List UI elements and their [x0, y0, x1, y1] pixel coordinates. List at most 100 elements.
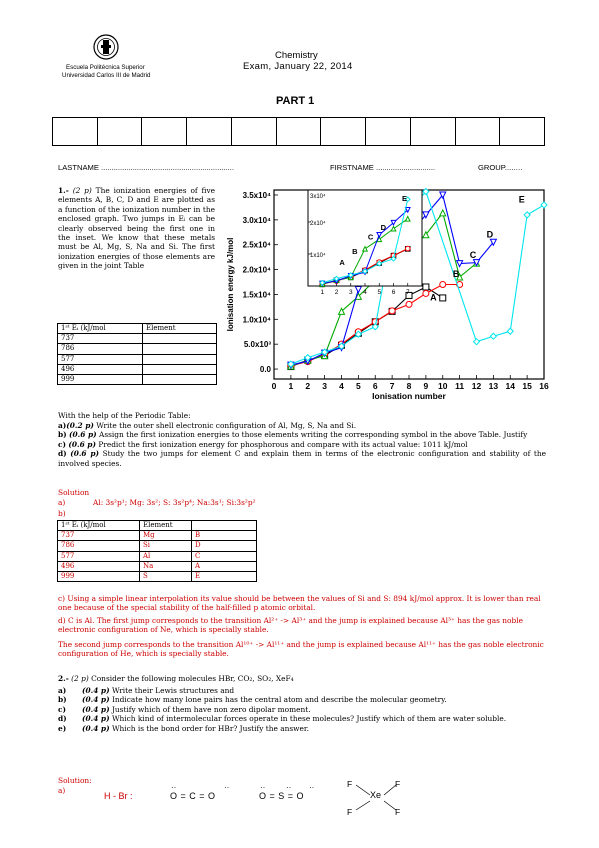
series-label: A — [430, 292, 437, 302]
data-point — [376, 260, 383, 267]
firstname-field[interactable]: FIRSTNAME ............................ — [330, 163, 436, 172]
data-point — [422, 283, 430, 291]
y-tick-label: 2.5x10⁴ — [243, 241, 271, 250]
x-tick-label: 11 — [455, 381, 464, 391]
lone-pair-dots: ·· — [171, 783, 177, 792]
data-point — [371, 323, 379, 331]
table-cell: C — [191, 550, 257, 562]
y-tick-label: 2.0x10⁴ — [243, 266, 271, 275]
q2-intro: 2.- (2 p) Consider the following molecul… — [58, 674, 294, 683]
inset-series-label: D — [381, 223, 387, 232]
data-point — [390, 255, 397, 262]
table-answer-cell[interactable] — [142, 363, 217, 375]
x-tick-label: 8 — [407, 381, 412, 391]
table-cell: Al — [139, 550, 192, 562]
data-point — [361, 268, 369, 275]
data-point — [455, 272, 464, 281]
data-point — [405, 291, 413, 299]
data-point — [404, 245, 411, 252]
data-point — [354, 330, 363, 338]
data-point — [438, 191, 447, 200]
inset-series-label: B — [352, 247, 358, 256]
table-cell: Si — [139, 540, 192, 552]
table-cell: 577 — [57, 550, 140, 562]
table-answer-cell[interactable] — [142, 353, 217, 365]
q2-part-d: d) (0.4 p) Which kind of intermolecular f… — [58, 714, 507, 724]
inset-y-tick-label: 1x10⁴ — [310, 252, 326, 259]
data-point — [404, 196, 411, 203]
table-answer-cell[interactable] — [142, 373, 217, 386]
table-cell: 737 — [57, 530, 140, 542]
data-point — [523, 211, 531, 219]
y-tick-label: 0.0 — [260, 365, 272, 374]
data-point — [455, 260, 464, 268]
data-point — [422, 289, 430, 297]
q1-number: 1.- — [58, 186, 69, 195]
data-point — [404, 215, 411, 222]
table-cell: A — [191, 560, 257, 572]
solution1-c: c) Using a simple linear interpolation i… — [58, 594, 541, 613]
y-tick-label: 3.0x10⁴ — [243, 216, 271, 225]
data-point — [320, 348, 329, 356]
solution1-d2: The second jump corresponds to the trans… — [58, 640, 544, 659]
table-answer-cell[interactable] — [142, 333, 217, 345]
lewis-co2: O = C = O ·· ·· — [170, 783, 230, 801]
lewis-hbr: H - Br : — [104, 791, 133, 801]
table-cell: 496 — [57, 560, 140, 572]
q2-part-c: c) (0.4 p) Justify which of them have non… — [58, 704, 311, 714]
data-point — [439, 281, 447, 288]
data-point — [438, 208, 447, 217]
table-header-element: Element — [142, 322, 217, 335]
table-cell: 737 — [57, 333, 143, 345]
q1-points: (2 p) — [72, 186, 92, 195]
x-tick-label: 4 — [339, 381, 344, 391]
table-header-element: Element — [139, 519, 192, 532]
group-field[interactable]: GROUP.....… — [478, 163, 524, 172]
lastname-field[interactable]: LASTNAME ...............................… — [58, 163, 234, 172]
id-grid — [52, 117, 545, 146]
table-cell: E — [191, 570, 257, 583]
series-label: B — [453, 269, 460, 279]
lone-pair-dots: ·· — [286, 783, 292, 792]
ionization-chart: 0.0 5.0x10³ 1.0x10⁴ 1.5x10⁴ 2.0x10⁴ 2.5x10⁴ 3.… — [226, 187, 549, 401]
table-cell: B — [191, 530, 257, 542]
data-point — [337, 307, 346, 315]
table-cell: Na — [139, 560, 192, 572]
data-point — [304, 353, 312, 362]
q2-number: 2.- — [58, 674, 69, 683]
inset-y-tick-label: 3x10⁴ — [310, 193, 326, 200]
lewis-xef4: Xe F F F F — [347, 779, 401, 817]
x-tick-label: 7 — [390, 381, 395, 391]
solution2-heading: Solution: — [58, 776, 92, 785]
series-label: D — [487, 230, 494, 240]
inset-x-tick-label: 2 — [335, 289, 339, 296]
lone-pair-dots: ·· — [309, 783, 315, 792]
y-tick-label: 1.0x10⁴ — [243, 315, 271, 324]
y-axis-label: Ionisation energy kJ/mol — [226, 238, 235, 332]
data-point — [422, 211, 430, 219]
q1-text: The ionization energies of five elements… — [58, 186, 215, 271]
table-cell: Mg — [139, 530, 192, 542]
table-cell: 999 — [57, 373, 143, 386]
q1-followup: With the help of the Periodic Table: — [58, 411, 191, 420]
part-title: PART 1 — [276, 95, 315, 107]
table-cell: 577 — [57, 353, 143, 365]
solution1-a-label: a) — [58, 498, 66, 507]
q2-part-a: a) (0.4 p) Write their Lewis structures a… — [58, 686, 235, 695]
inset-series-label: E — [402, 194, 407, 203]
x-tick-label: 10 — [438, 381, 448, 391]
data-point — [405, 300, 413, 308]
inset-x-tick-label: 5 — [377, 289, 381, 296]
solution1-table: 1ˢᵗ Eᵢ (kJ/mol Element 737 Mg B 786 Si D 577 A… — [57, 519, 257, 583]
table-cell: 999 — [57, 570, 140, 583]
x-tick-label: 14 — [506, 381, 516, 391]
data-point — [422, 187, 430, 196]
q2-parts: a) (0.4 p) Write their Lewis structures a… — [58, 686, 546, 733]
data-point — [422, 230, 430, 239]
inset-series-label: A — [339, 258, 345, 267]
school-name-line2: Universidad Carlos III de Madrid — [62, 72, 151, 79]
table-answer-cell[interactable] — [142, 343, 217, 355]
exam-date: Exam, January 22, 2014 — [243, 61, 353, 72]
inset-y-tick-label: 2x10⁴ — [310, 220, 326, 227]
table-cell: 786 — [57, 343, 143, 355]
